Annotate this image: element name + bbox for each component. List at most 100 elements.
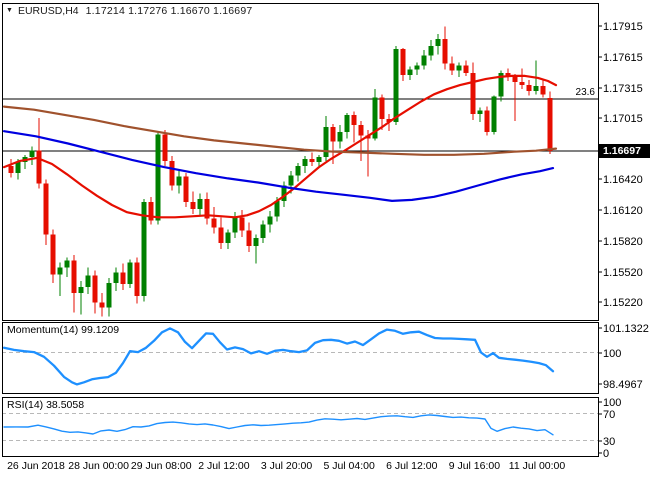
candle — [190, 201, 196, 210]
candle — [421, 55, 427, 66]
candle — [491, 96, 497, 133]
candle — [428, 46, 434, 56]
level-lines-layer — [2, 98, 598, 152]
moving-averages-layer — [2, 74, 558, 219]
candle — [218, 227, 224, 243]
candle — [372, 97, 378, 139]
candle — [253, 237, 259, 247]
price-tick-label: 1.15220 — [603, 297, 643, 309]
candle — [512, 76, 518, 83]
mid-ma — [2, 130, 555, 202]
candle — [477, 110, 483, 114]
fib-level-label: 23.6 — [575, 87, 595, 98]
candle — [463, 65, 469, 73]
candle — [407, 69, 413, 75]
candle — [197, 198, 203, 210]
rsi-tick-label: 100 — [603, 397, 621, 409]
candle — [141, 201, 147, 297]
candle — [316, 156, 322, 162]
candle — [281, 185, 287, 201]
rsi-panel[interactable] — [2, 413, 598, 441]
momentum-tick-label: 101.1322 — [603, 323, 649, 335]
price-axis[interactable]: 1.17915 1.17615 1.17315 1.17015 1.16420 1.161… — [598, 21, 643, 309]
panel-borders — [2, 3, 599, 457]
time-tick-label: 29 Jun 08:00 — [131, 460, 192, 472]
candle — [386, 118, 392, 122]
price-tick-label: 1.15820 — [603, 236, 643, 248]
rsi-indicator-label: RSI(14) 38.5058 — [7, 399, 85, 411]
candle — [323, 127, 329, 157]
candle — [71, 260, 77, 294]
candle — [99, 302, 105, 308]
momentum-axis[interactable]: 101.1322 100 98.4967 — [598, 323, 649, 391]
candle — [449, 63, 455, 71]
candle — [337, 132, 343, 142]
candle — [204, 198, 210, 219]
momentum-tick-label: 98.4967 — [603, 379, 643, 391]
candle — [302, 158, 308, 167]
candle — [260, 224, 266, 238]
candle — [106, 282, 112, 308]
candle — [505, 72, 511, 77]
candle — [379, 97, 385, 119]
candle — [148, 201, 154, 221]
rsi-line — [3, 414, 554, 436]
candle — [85, 275, 91, 288]
price-tick-label: 1.17615 — [603, 52, 643, 64]
candle — [540, 86, 546, 95]
candle — [29, 150, 35, 157]
price-tick-label: 1.15520 — [603, 267, 643, 279]
candle — [533, 86, 539, 92]
time-tick-label: 9 Jul 16:00 — [449, 460, 501, 472]
ohlc-readout: ▼ EURUSD,H4 1.17214 1.17276 1.16670 1.1669… — [6, 5, 252, 17]
candle — [330, 127, 336, 142]
momentum-line — [2, 327, 555, 386]
candle — [309, 158, 315, 162]
price-tick-label: 1.17315 — [603, 83, 643, 95]
candle — [274, 200, 280, 217]
time-tick-label: 5 Jul 04:00 — [323, 460, 375, 472]
candle — [484, 110, 490, 133]
candle — [225, 232, 231, 243]
candle — [78, 287, 84, 294]
candle — [92, 275, 98, 303]
candle — [498, 72, 504, 97]
candle — [435, 38, 441, 47]
candle — [239, 217, 245, 231]
candle — [50, 234, 56, 275]
time-axis[interactable]: 26 Jun 2018 28 Jun 00:00 29 Jun 08:00 2 Jul… — [7, 460, 565, 472]
panel-border — [2, 322, 599, 394]
candle — [232, 217, 238, 233]
time-tick-label: 28 Jun 00:00 — [68, 460, 129, 472]
candle — [526, 85, 532, 92]
candle — [183, 176, 189, 202]
candle — [134, 262, 140, 297]
price-tick-label: 1.17915 — [603, 21, 643, 33]
current-price-box: 1.16697 — [598, 144, 650, 158]
candle — [211, 218, 217, 228]
candle — [155, 134, 161, 221]
price-tick-label: 1.17015 — [603, 113, 643, 125]
candle — [393, 49, 399, 122]
candle — [351, 114, 357, 126]
momentum-indicator-label: Momentum(14) 99.1209 — [7, 324, 120, 336]
candle — [169, 160, 175, 186]
symbol-dropdown-icon[interactable]: ▼ — [6, 7, 13, 14]
panel-border — [2, 397, 599, 457]
candle — [36, 150, 42, 184]
slow-ma — [2, 105, 558, 156]
momentum-panel[interactable] — [2, 327, 598, 386]
candle — [43, 183, 49, 235]
price-tick-label: 1.16420 — [603, 174, 643, 186]
time-tick-label: 2 Jul 12:00 — [198, 460, 250, 472]
momentum-tick-label: 100 — [603, 348, 621, 360]
candle — [267, 216, 273, 225]
time-tick-label: 26 Jun 2018 — [7, 460, 65, 472]
candle — [456, 65, 462, 71]
candle — [15, 161, 21, 174]
candle — [120, 272, 126, 284]
time-tick-label: 11 Jul 00:00 — [509, 460, 566, 472]
